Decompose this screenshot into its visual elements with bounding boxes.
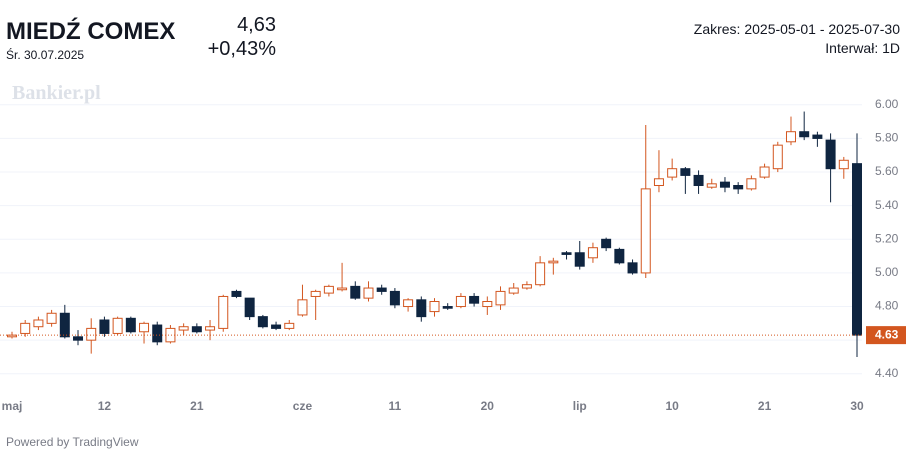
candle-body (469, 295, 480, 304)
candle-body (139, 322, 150, 333)
candle-body (535, 262, 546, 286)
y-tick-label: 4.80 (875, 299, 899, 313)
x-tick-label: cze (293, 399, 313, 413)
candle-body (495, 290, 506, 306)
candle-body (521, 284, 532, 289)
change: +0,43% (207, 38, 276, 60)
last-price-label: 4.63 (875, 327, 899, 341)
candle-body (59, 312, 70, 338)
x-tick-label: lip (573, 399, 587, 413)
y-tick-label: 5.40 (875, 198, 899, 212)
candle-body (719, 181, 730, 188)
x-tick-label: 30 (850, 399, 864, 413)
candle-body (852, 163, 862, 336)
candle-body (310, 290, 321, 297)
y-tick-label: 5.20 (875, 231, 899, 245)
range: Zakres: 2025-05-01 - 2025-07-30 (693, 21, 900, 37)
x-tick-label: 12 (98, 399, 112, 413)
candle-body (693, 174, 704, 187)
title: MIEDŹ COMEX (6, 18, 176, 45)
candle-body (205, 326, 216, 331)
candle-body (733, 185, 744, 190)
candle-body (271, 324, 282, 329)
footer: Powered by TradingView (6, 435, 139, 449)
candle-body (429, 301, 440, 313)
candle-body (627, 262, 638, 274)
candle-body (785, 131, 796, 143)
candle-body (746, 178, 757, 190)
x-tick-label: 20 (481, 399, 495, 413)
candle-body (191, 326, 202, 333)
candle-body (178, 326, 189, 331)
candle-body (508, 287, 519, 294)
candle-body (548, 260, 559, 264)
candle-body (284, 322, 295, 329)
candle-body (759, 166, 770, 178)
candle-body (416, 299, 427, 318)
candle-body (614, 248, 625, 264)
candle-body (363, 287, 374, 299)
candle-body (350, 285, 361, 299)
y-tick-label: 5.00 (875, 265, 899, 279)
candle-body (389, 290, 400, 306)
x-tick-label: 11 (389, 399, 402, 413)
candle-body (231, 290, 242, 297)
x-tick-label: 21 (190, 399, 204, 413)
y-tick-label: 5.60 (875, 164, 899, 178)
date: Śr. 30.07.2025 (6, 48, 85, 62)
candle-body (337, 287, 348, 291)
candle-body (403, 299, 414, 308)
candle-body (33, 319, 44, 328)
y-tick-label: 6.00 (875, 97, 899, 111)
x-tick-label: maj (2, 399, 23, 413)
candle-body (73, 336, 84, 341)
last-price-badge (866, 326, 906, 345)
candle-body (297, 299, 308, 316)
candle-body (601, 238, 612, 249)
y-tick-label: 5.80 (875, 131, 899, 145)
candle-body (667, 168, 678, 178)
candle-body (376, 287, 387, 292)
candle-body (482, 301, 493, 308)
price: 4,63 (237, 14, 276, 36)
candle-body (640, 188, 651, 274)
candle-body (825, 139, 836, 170)
candle-body (442, 306, 453, 309)
candle-body (653, 178, 664, 187)
interval: Interwał: 1D (825, 40, 900, 56)
candle-body (561, 252, 572, 255)
candle-body (323, 285, 334, 294)
y-tick-label: 4.40 (875, 366, 899, 380)
candle-body (257, 316, 268, 328)
candle-body (812, 134, 823, 139)
candle-body (112, 317, 123, 334)
candle-body (165, 327, 176, 343)
candle-body (218, 295, 229, 329)
candle-body (838, 159, 849, 170)
x-tick-label: 10 (665, 399, 679, 413)
candle-body (125, 317, 136, 333)
x-tick-label: 21 (758, 399, 772, 413)
candle-body (706, 183, 717, 188)
candle-body (244, 297, 255, 318)
candle-body (455, 295, 466, 308)
candle-body (86, 327, 97, 341)
candle-body (799, 131, 810, 138)
candle-body (20, 322, 31, 334)
candle-body (152, 324, 163, 343)
candle-body (46, 312, 57, 324)
watermark: Bankier.pl (12, 82, 101, 104)
candle-body (772, 144, 783, 170)
candle-body (587, 247, 598, 259)
chart: 6.005.805.605.405.205.004.804.604.40maj1… (0, 97, 906, 413)
candle-body (574, 252, 585, 267)
candle-body (99, 319, 110, 334)
candle-body (680, 168, 691, 176)
